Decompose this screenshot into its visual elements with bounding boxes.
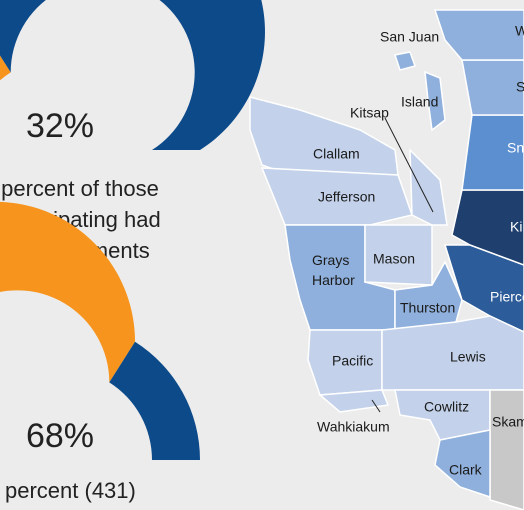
- county: [434, 429, 491, 499]
- county-label: Thurston: [400, 300, 455, 316]
- county-label: Pierce: [490, 289, 524, 305]
- gauge-segment: [0, 201, 136, 383]
- county-label: Island: [401, 94, 438, 110]
- map: San Juan Whatcom Island Skagit Kitsap Sn…: [249, 9, 524, 510]
- county-label: Cowlitz: [424, 399, 469, 415]
- county-label: Snohomish: [507, 140, 524, 156]
- label-line: Harbor: [312, 272, 355, 288]
- county-label: Grays Harbor: [312, 252, 355, 288]
- county-label: Skamania: [492, 414, 524, 430]
- gauge-value-label: 68%: [26, 417, 94, 455]
- leader-line: [384, 117, 434, 213]
- county-label: Mason: [373, 251, 415, 267]
- label-line: Grays: [312, 252, 349, 268]
- gauge-remainder: [0, 0, 265, 150]
- county: [394, 51, 416, 71]
- county: [461, 59, 524, 116]
- county-label: Lewis: [450, 349, 486, 365]
- county: [433, 9, 524, 61]
- county: [381, 315, 524, 391]
- county-label: Wahkiakum: [317, 419, 390, 435]
- gauge-value-label: 32%: [26, 107, 94, 145]
- county-label: Clark: [449, 462, 483, 478]
- county: [489, 389, 524, 510]
- county-label: San Juan: [380, 29, 439, 45]
- gauge-segment: [0, 55, 11, 81]
- county-label: King: [510, 219, 524, 235]
- county-label: Clallam: [313, 146, 360, 162]
- gauge-remainder: [109, 341, 200, 460]
- leader-line: [371, 399, 381, 413]
- county-label: Kitsap: [350, 105, 389, 121]
- county-label: Pacific: [332, 353, 373, 369]
- county-label: Jefferson: [318, 189, 375, 205]
- caption: percent of those: [1, 176, 159, 201]
- county-label: Whatcom: [515, 23, 524, 39]
- county: [318, 389, 390, 413]
- county: [409, 148, 448, 226]
- caption: percent (431): [5, 478, 136, 503]
- county-label: Skagit: [516, 79, 524, 95]
- county: [424, 70, 446, 132]
